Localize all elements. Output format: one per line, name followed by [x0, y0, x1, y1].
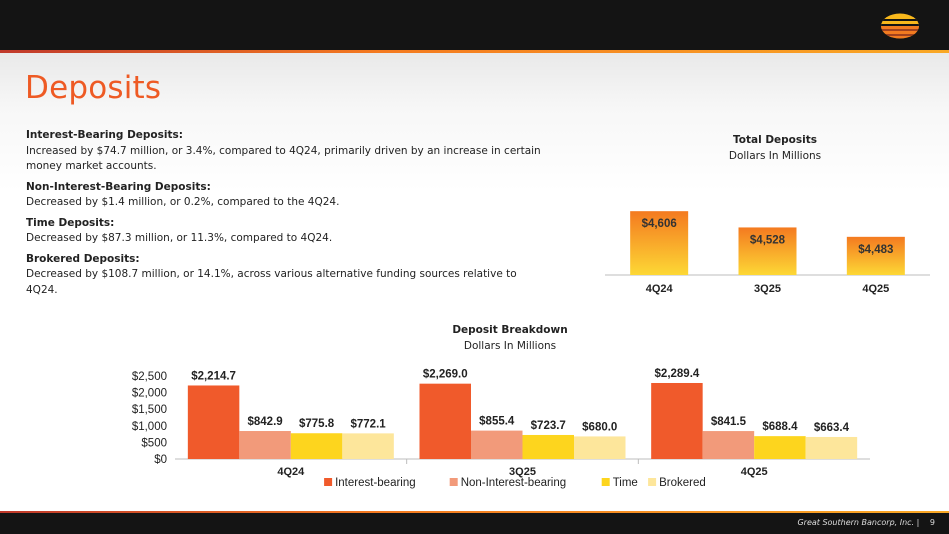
- breakdown-value-label: $723.7: [531, 420, 566, 432]
- breakdown-y-tick-label: $1,000: [132, 421, 167, 433]
- total-deposits-bar-4q24: [630, 211, 689, 275]
- bullet-text-brokered: Decreased by $108.7 million, or 14.1%, a…: [26, 268, 517, 296]
- breakdown-value-label: $663.4: [814, 422, 850, 434]
- bullet-text-time: Decreased by $87.3 million, or 11.3%, co…: [26, 232, 333, 244]
- breakdown-bar-non-interest-bearing-4q24: [239, 431, 291, 459]
- legend-swatch-time: [601, 478, 610, 486]
- breakdown-bar-time-4q25: [754, 436, 806, 459]
- deposit-breakdown-chart: $0 $500 $1,000 $1,500 $2,000 $2,500 $2,214.7 $8…: [132, 368, 870, 489]
- top-accent-line: [0, 50, 949, 53]
- top-banner: [0, 0, 949, 50]
- footer-company: Great Southern Bancorp, Inc.: [797, 518, 915, 527]
- breakdown-value-label: $855.4: [479, 416, 515, 428]
- legend-label-non-interest-bearing: Non-Interest-bearing: [461, 477, 566, 489]
- page-number: 9: [929, 518, 935, 527]
- total-deposits-value-label: $4,528: [750, 234, 786, 246]
- total-deposits-value-label: $4,606: [642, 218, 677, 230]
- breakdown-bar-interest-bearing-4q24: [187, 385, 240, 459]
- breakdown-bar-non-interest-bearing-4q25: [702, 431, 755, 459]
- total-deposits-header: Total Deposits Dollars In Millions: [640, 132, 910, 164]
- breakdown-category-label: 4Q25: [741, 466, 768, 478]
- breakdown-y-tick-label: $0: [154, 454, 167, 466]
- footer: Great Southern Bancorp, Inc. | 9: [797, 518, 935, 527]
- total-deposits-title: Total Deposits: [732, 134, 818, 146]
- bullet-heading-non-interest-bearing: Non-Interest-Bearing Deposits:: [26, 180, 211, 193]
- company-logo-icon: [881, 13, 919, 39]
- bullet-text-non-interest-bearing: Decreased by $1.4 million, or 0.2%, comp…: [26, 196, 340, 208]
- bottom-banner: [0, 513, 949, 534]
- page-title: Deposits: [25, 70, 162, 106]
- legend-swatch-interest-bearing: [324, 478, 333, 486]
- breakdown-value-label: $688.4: [762, 421, 798, 433]
- breakdown-value-label: $841.5: [711, 416, 747, 428]
- legend-label-time: Time: [613, 477, 638, 489]
- bullet-heading-time: Time Deposits:: [26, 216, 115, 229]
- total-deposits-value-label: $4,483: [858, 244, 893, 256]
- deposit-breakdown-title: Deposit Breakdown: [452, 324, 568, 336]
- legend-label-brokered: Brokered: [659, 477, 706, 489]
- breakdown-bar-time-3q25: [522, 434, 574, 459]
- legend-swatch-brokered: [648, 478, 657, 486]
- breakdown-category-label: 4Q24: [277, 466, 305, 478]
- bottom-accent-line: [0, 511, 949, 513]
- total-deposits-chart: $4,606 4Q24 $4,528 3Q25 $4,483 4Q25: [605, 211, 930, 295]
- bullet-heading-interest-bearing: Interest-Bearing Deposits:: [26, 129, 183, 141]
- breakdown-value-label: $775.8: [299, 418, 335, 430]
- footer-separator: |: [916, 518, 920, 527]
- breakdown-y-tick-label: $500: [141, 437, 167, 449]
- breakdown-bar-brokered-3q25: [574, 436, 626, 459]
- breakdown-y-tick-label: $2,500: [132, 371, 167, 383]
- deposit-breakdown-header: Deposit Breakdown Dollars In Millions: [380, 322, 640, 354]
- breakdown-bar-brokered-4q25: [805, 436, 858, 459]
- bullet-text-interest-bearing: Increased by $74.7 million, or 3.4%, com…: [26, 144, 541, 173]
- total-deposits-category-label: 4Q24: [646, 283, 674, 295]
- breakdown-value-label: $842.9: [247, 416, 282, 428]
- deposit-breakdown-subtitle: Dollars In Millions: [463, 340, 557, 352]
- breakdown-y-tick-label: $2,000: [132, 388, 167, 400]
- legend-label-interest-bearing: Interest-bearing: [335, 477, 416, 489]
- bullet-heading-brokered: Brokered Deposits:: [26, 252, 140, 265]
- breakdown-bar-interest-bearing-3q25: [419, 383, 471, 459]
- total-deposits-category-label: 3Q25: [754, 283, 781, 295]
- breakdown-bar-time-4q24: [290, 433, 343, 459]
- breakdown-bar-brokered-4q24: [342, 433, 394, 459]
- breakdown-bar-interest-bearing-4q25: [651, 382, 703, 459]
- total-deposits-subtitle: Dollars In Millions: [728, 150, 822, 162]
- breakdown-value-label: $2,289.4: [655, 368, 700, 380]
- breakdown-category-label: 3Q25: [509, 466, 536, 478]
- breakdown-value-label: $2,269.0: [423, 369, 468, 381]
- total-deposits-bar-3q25: [738, 227, 797, 275]
- breakdown-value-label: $2,214.7: [191, 370, 236, 382]
- breakdown-value-label: $772.1: [350, 418, 386, 430]
- total-deposits-category-label: 4Q25: [862, 283, 889, 295]
- breakdown-value-label: $680.0: [582, 421, 617, 433]
- deposit-commentary: Interest-Bearing Deposits: Increased by …: [26, 128, 546, 298]
- breakdown-bar-non-interest-bearing-3q25: [471, 430, 523, 459]
- legend-swatch-non-interest-bearing: [449, 478, 458, 486]
- breakdown-y-tick-label: $1,500: [132, 404, 167, 416]
- total-deposits-bar-4q25: [846, 236, 905, 275]
